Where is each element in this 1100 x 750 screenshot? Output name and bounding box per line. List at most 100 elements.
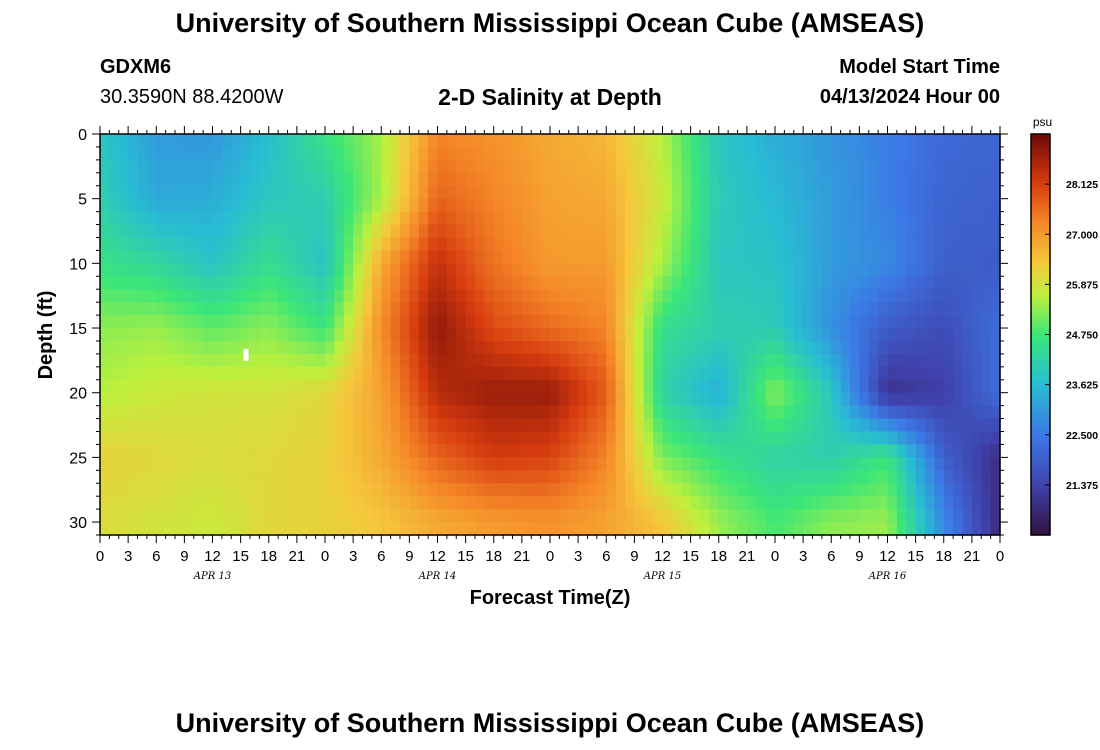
heatmap-cell bbox=[896, 457, 907, 471]
heatmap-cell bbox=[587, 522, 598, 536]
heatmap-cell bbox=[662, 483, 673, 497]
heatmap-cell bbox=[746, 509, 757, 523]
heatmap-cell bbox=[428, 483, 439, 497]
heatmap-cell bbox=[184, 366, 195, 381]
heatmap-cell bbox=[859, 315, 870, 329]
colorbar-segment bbox=[1031, 341, 1050, 346]
heatmap-cell bbox=[559, 340, 570, 355]
heatmap-cell bbox=[231, 237, 242, 252]
heatmap-cell bbox=[887, 198, 898, 213]
heatmap-cell bbox=[587, 379, 598, 394]
heatmap-cell bbox=[146, 353, 157, 368]
heatmap-cell bbox=[531, 211, 542, 226]
colorbar-tick-label: 27.000 bbox=[1066, 229, 1098, 241]
heatmap-cell bbox=[878, 315, 889, 329]
heatmap-cell bbox=[953, 315, 964, 329]
colorbar-segment bbox=[1031, 508, 1050, 513]
colorbar-segment bbox=[1031, 227, 1050, 232]
heatmap-cell bbox=[934, 185, 945, 200]
heatmap-cell bbox=[990, 366, 1001, 381]
heatmap-cell bbox=[193, 418, 204, 433]
heatmap-cell bbox=[437, 405, 448, 420]
heatmap-cell bbox=[484, 340, 495, 355]
heatmap-cell bbox=[493, 431, 504, 446]
heatmap-cell bbox=[296, 250, 307, 264]
heatmap-cell bbox=[137, 276, 148, 290]
heatmap-cell bbox=[634, 250, 645, 264]
heatmap-cell bbox=[737, 134, 748, 148]
heatmap-cell bbox=[250, 431, 260, 446]
heatmap-cell bbox=[906, 185, 917, 200]
colorbar-segment bbox=[1031, 514, 1050, 519]
heatmap-cell bbox=[784, 289, 795, 303]
heatmap-cell bbox=[728, 224, 739, 239]
heatmap-cell bbox=[896, 250, 907, 264]
heatmap-cell bbox=[278, 276, 289, 290]
heatmap-cell bbox=[175, 315, 185, 329]
heatmap-cell bbox=[634, 340, 645, 355]
heatmap-cell bbox=[128, 379, 139, 394]
heatmap-cell bbox=[812, 211, 823, 226]
heatmap-cell bbox=[118, 405, 129, 420]
heatmap-cell bbox=[812, 418, 823, 433]
heatmap-cell bbox=[981, 250, 992, 264]
heatmap-cell bbox=[896, 211, 907, 226]
heatmap-cell bbox=[821, 496, 832, 510]
heatmap-cell bbox=[559, 353, 570, 368]
heatmap-cell bbox=[990, 340, 1001, 355]
heatmap-cell bbox=[775, 302, 785, 316]
heatmap-cell bbox=[437, 353, 448, 368]
heatmap-cell bbox=[240, 392, 251, 407]
heatmap-cell bbox=[634, 483, 645, 497]
heatmap-cell bbox=[250, 159, 260, 174]
heatmap-cell bbox=[981, 496, 992, 510]
heatmap-cell bbox=[128, 522, 139, 536]
heatmap-cell bbox=[512, 328, 523, 342]
heatmap-cell bbox=[100, 483, 110, 497]
heatmap-cell bbox=[381, 418, 392, 433]
heatmap-cell bbox=[362, 146, 373, 161]
heatmap-cell bbox=[156, 224, 167, 239]
heatmap-cell bbox=[653, 470, 664, 484]
colorbar-segment bbox=[1031, 267, 1050, 272]
heatmap-cell bbox=[512, 496, 523, 510]
heatmap-cell bbox=[812, 340, 823, 355]
heatmap-cell bbox=[137, 418, 148, 433]
heatmap-cell bbox=[268, 134, 279, 148]
heatmap-cell bbox=[746, 392, 757, 407]
colorbar-segment bbox=[1031, 271, 1050, 275]
heatmap-cell bbox=[390, 263, 401, 277]
heatmap-cell bbox=[409, 418, 420, 433]
heatmap-cell bbox=[325, 340, 335, 355]
heatmap-cell bbox=[446, 392, 457, 407]
heatmap-cell bbox=[653, 418, 664, 433]
heatmap-cell bbox=[484, 509, 495, 523]
heatmap-cell bbox=[315, 340, 326, 355]
heatmap-cell bbox=[690, 353, 701, 368]
heatmap-cell bbox=[371, 379, 382, 394]
heatmap-cell bbox=[475, 366, 485, 381]
heatmap-cell bbox=[690, 392, 701, 407]
heatmap-cell bbox=[568, 289, 579, 303]
heatmap-cell bbox=[831, 353, 842, 368]
heatmap-cell bbox=[803, 198, 814, 213]
heatmap-cell bbox=[587, 509, 598, 523]
heatmap-cell bbox=[493, 185, 504, 200]
heatmap-cell bbox=[906, 276, 917, 290]
heatmap-cell bbox=[653, 276, 664, 290]
heatmap-cell bbox=[371, 185, 382, 200]
heatmap-cell bbox=[821, 379, 832, 394]
heatmap-cell bbox=[456, 237, 467, 252]
heatmap-cell bbox=[175, 146, 185, 161]
heatmap-cell bbox=[934, 146, 945, 161]
colorbar-segment bbox=[1031, 431, 1050, 436]
heatmap-cell bbox=[850, 185, 860, 200]
heatmap-cell bbox=[193, 444, 204, 458]
heatmap-cell bbox=[971, 185, 982, 200]
heatmap-cell bbox=[175, 509, 185, 523]
heatmap-cell bbox=[418, 159, 429, 174]
heatmap-cell bbox=[156, 250, 167, 264]
heatmap-cell bbox=[559, 315, 570, 329]
heatmap-cell bbox=[690, 366, 701, 381]
heatmap-cell bbox=[221, 224, 232, 239]
